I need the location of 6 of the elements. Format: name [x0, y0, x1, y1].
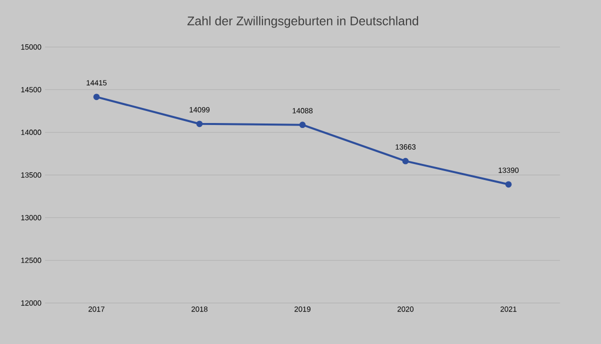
- point: [402, 158, 409, 164]
- point: [299, 122, 306, 128]
- point: [505, 181, 512, 188]
- chart-title: Zahl der Zwillingsgeburten in Deutschland: [187, 16, 418, 28]
- point: [93, 94, 100, 100]
- point: [196, 120, 203, 128]
